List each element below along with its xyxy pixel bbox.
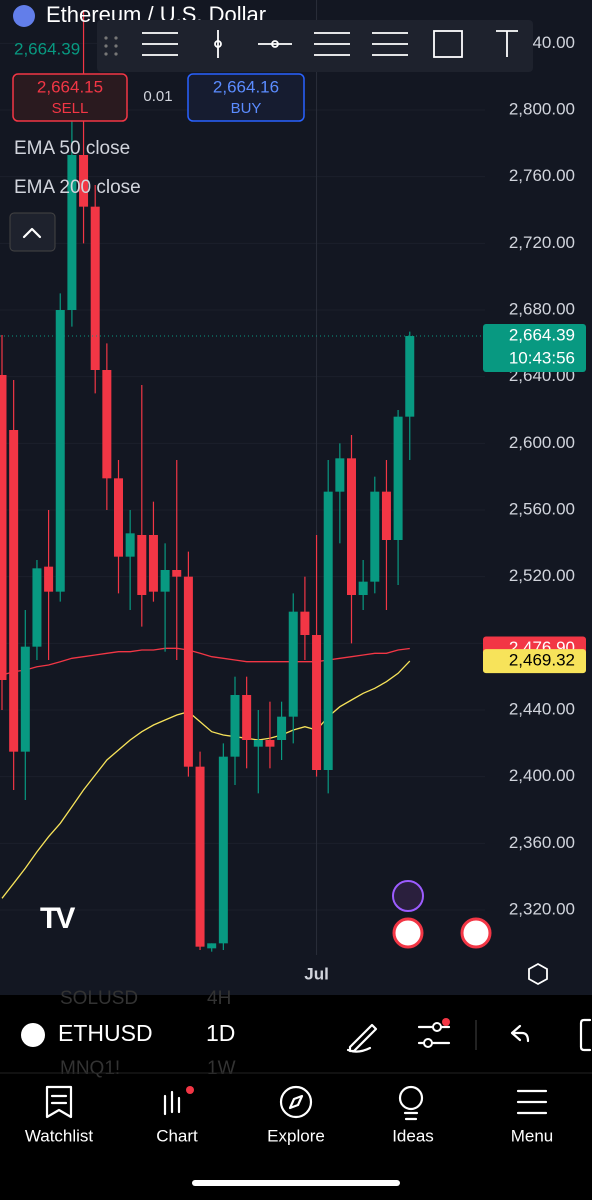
candle-body: [79, 155, 89, 207]
tv-logo: TV: [40, 902, 75, 935]
plot: 2,320.002,360.002,400.002,440.002,480.00…: [0, 0, 586, 983]
y-tick-label: 2,680.00: [509, 299, 575, 318]
nav-icons: [45, 1085, 548, 1121]
y-tick-label: 2,560.00: [509, 499, 575, 518]
y-tick-label: 2,400.00: [509, 766, 575, 785]
candle-body: [67, 155, 77, 310]
event-icon[interactable]: [460, 917, 492, 949]
y-tick-label: 2,600.00: [509, 433, 575, 452]
event-icon[interactable]: [392, 917, 424, 949]
price-tag-time: 10:43:56: [509, 349, 575, 368]
candle-body: [300, 611, 310, 635]
candle-body: [253, 740, 263, 747]
y-tick-label: 2,720.00: [509, 233, 575, 252]
symbol[interactable]: ETHUSD: [58, 1020, 153, 1046]
chart-bg: [0, 0, 592, 995]
candle-body: [102, 370, 112, 479]
overlay: Ethereum / U.S. Dollar 2,664.39 2,664.15…: [9, 2, 548, 986]
drawing-toolbar: [97, 20, 533, 72]
candle-body: [160, 570, 170, 592]
indicator-label: EMA 200 close: [14, 177, 141, 198]
nav-label[interactable]: Chart: [156, 1126, 198, 1145]
candle-body: [0, 375, 7, 680]
collapse-button[interactable]: [9, 212, 56, 252]
y-tick-label: 2,520.00: [509, 566, 575, 585]
candle-body: [90, 206, 100, 370]
candle-body: [312, 635, 322, 770]
nav-label[interactable]: Menu: [511, 1126, 554, 1145]
candle-body: [137, 535, 147, 595]
draw-icon[interactable]: [346, 1023, 378, 1053]
hidden-symbol: MNQ1!: [60, 1058, 120, 1079]
x-tick-label: Jul: [304, 964, 329, 983]
hidden-interval: 1W: [207, 1058, 236, 1079]
candle-body: [183, 576, 193, 767]
candle-body: [207, 943, 217, 949]
toolbar-icons[interactable]: [142, 30, 518, 58]
eth-icon: [13, 5, 35, 27]
candle-body: [9, 430, 19, 752]
spread: 0.01: [143, 88, 172, 105]
candle-body: [195, 766, 205, 947]
candle-body: [358, 581, 368, 595]
ema-line: [1, 660, 411, 899]
candle-body: [323, 491, 333, 770]
sell-button[interactable]: [12, 73, 128, 122]
last-price: 2,664.39: [14, 39, 80, 58]
y-tick-label: 2,360.00: [509, 833, 575, 852]
candle-body: [20, 646, 30, 752]
buy-price: 2,664.16: [213, 77, 279, 96]
candle-body: [242, 695, 252, 740]
fullscreen-icon[interactable]: [579, 1018, 592, 1052]
sell-label: SELL: [52, 100, 89, 117]
candle-body: [277, 716, 287, 740]
price-tag: [483, 324, 586, 373]
y-tick-label: 2,760.00: [509, 166, 575, 185]
hidden-interval: 4H: [207, 988, 231, 1009]
indicator-label: EMA 50 close: [14, 138, 130, 159]
home-indicator: [192, 1180, 400, 1186]
price-tag: [483, 649, 586, 674]
candle-body: [55, 310, 65, 592]
nav-label[interactable]: Watchlist: [25, 1126, 94, 1145]
candle-body: [405, 336, 415, 417]
y-tick-label: 2,320.00: [509, 899, 575, 918]
event-icon[interactable]: [392, 880, 424, 912]
candle-body: [393, 416, 403, 540]
candle-body: [172, 570, 182, 577]
candle-body: [44, 566, 54, 592]
candle-body: [125, 533, 135, 557]
price-tag-label: 2,664.39: [509, 326, 575, 345]
price-tag-label: 2,469.32: [509, 651, 575, 670]
candle-body: [148, 535, 158, 592]
hidden-symbol: SOLUSD: [60, 988, 138, 1009]
y-tick-label: 2,800.00: [509, 99, 575, 118]
undo-icon[interactable]: [510, 1024, 530, 1043]
grip: [104, 36, 118, 56]
candle-body: [218, 756, 228, 944]
candle-body: [335, 458, 345, 492]
candle-body: [370, 491, 380, 582]
candle-body: [288, 611, 298, 717]
settings-icon[interactable]: [528, 962, 548, 986]
nav-label[interactable]: Explore: [267, 1126, 325, 1145]
ema-line: [1, 647, 410, 676]
buy-button[interactable]: [187, 73, 305, 122]
buy-label: BUY: [231, 100, 262, 117]
y-tick-label: 2,440.00: [509, 699, 575, 718]
eth-icon: [21, 1023, 45, 1047]
interval[interactable]: 1D: [206, 1020, 235, 1046]
candle-body: [114, 478, 123, 557]
sell-price: 2,664.15: [37, 77, 103, 96]
chevron: [22, 227, 42, 239]
candle-body: [381, 491, 391, 540]
nav-label[interactable]: Ideas: [392, 1126, 434, 1145]
candle-body: [32, 568, 42, 647]
candle-body: [265, 740, 275, 747]
candle-body: [230, 695, 240, 757]
candle-body: [347, 458, 356, 595]
